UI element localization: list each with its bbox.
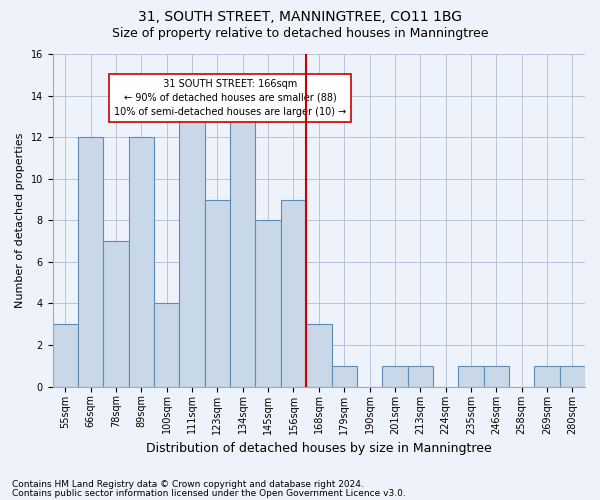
Bar (205, 200, 230, 386)
Bar (281, 200, 306, 386)
Text: 31 SOUTH STREET: 166sqm  
← 90% of detached houses are smaller (88)
10% of semi-: 31 SOUTH STREET: 166sqm ← 90% of detache… (114, 79, 346, 117)
Bar (407, 366, 433, 386)
Bar (560, 366, 585, 386)
Bar (129, 137, 154, 386)
Y-axis label: Number of detached properties: Number of detached properties (15, 132, 25, 308)
Bar (382, 366, 407, 386)
Bar (458, 366, 484, 386)
Text: 31, SOUTH STREET, MANNINGTREE, CO11 1BG: 31, SOUTH STREET, MANNINGTREE, CO11 1BG (138, 10, 462, 24)
Bar (256, 220, 281, 386)
Bar (230, 116, 256, 386)
Bar (484, 366, 509, 386)
Bar (154, 304, 179, 386)
Bar (306, 324, 332, 386)
Bar (179, 116, 205, 386)
Bar (103, 241, 129, 386)
Bar (535, 366, 560, 386)
Text: Size of property relative to detached houses in Manningtree: Size of property relative to detached ho… (112, 28, 488, 40)
X-axis label: Distribution of detached houses by size in Manningtree: Distribution of detached houses by size … (146, 442, 492, 455)
Text: Contains HM Land Registry data © Crown copyright and database right 2024.: Contains HM Land Registry data © Crown c… (12, 480, 364, 489)
Bar (53, 324, 78, 386)
Bar (332, 366, 357, 386)
Bar (78, 137, 103, 386)
Text: Contains public sector information licensed under the Open Government Licence v3: Contains public sector information licen… (12, 489, 406, 498)
